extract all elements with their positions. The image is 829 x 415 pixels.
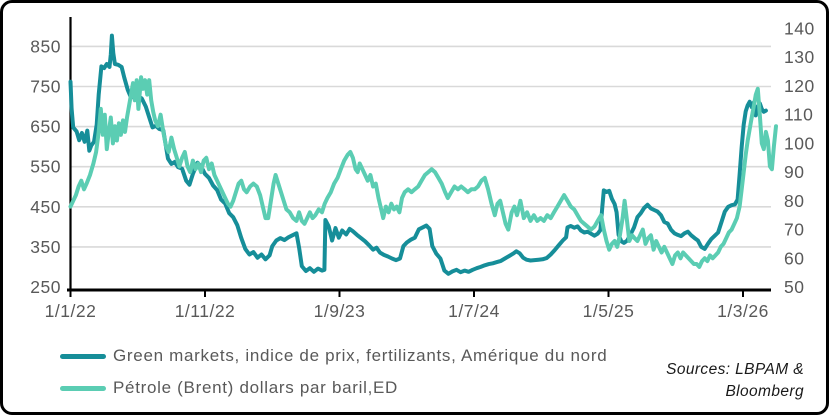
left-axis-label: 250: [30, 277, 61, 297]
right-axis-label: 70: [784, 220, 804, 240]
right-axis-label: 120: [784, 76, 815, 96]
right-axis-label: 80: [784, 191, 804, 211]
legend-item-fertilizer: Green markets, indice de prix, fertiliza…: [60, 340, 607, 372]
left-axis-label: 650: [30, 117, 61, 137]
sources-line-2: Bloomberg: [725, 383, 804, 401]
right-axis-label: 130: [784, 47, 815, 67]
chart-svg: 1/1/22 1/11/22 1/9/23 1/7/24 1/5/25 1/3/26 850…: [30, 17, 815, 321]
left-axis-label: 550: [30, 157, 61, 177]
left-axis-label: 450: [30, 197, 61, 217]
x-tick-label: 1/1/22: [45, 301, 97, 321]
right-axis-label: 50: [784, 277, 804, 297]
legend-label-fertilizer: Green markets, indice de prix, fertiliza…: [113, 346, 608, 365]
series-line-brent: [68, 75, 778, 269]
brent-line-swatch: [60, 385, 106, 391]
legend-label-brent: Pétrole (Brent) dollars par baril,ED: [113, 378, 399, 397]
right-axis-label: 110: [784, 105, 813, 125]
right-axis-label: 90: [784, 162, 804, 182]
left-axis-label: 750: [30, 77, 61, 97]
x-tick-label: 1/7/24: [448, 301, 500, 321]
right-axis-label: 140: [784, 19, 815, 39]
x-tick-label: 1/3/26: [717, 301, 769, 321]
left-axis-label: 850: [30, 36, 61, 56]
left-axis-label: 350: [30, 237, 61, 257]
x-tick-label: 1/9/23: [314, 301, 366, 321]
x-tick-label: 1/5/25: [583, 301, 635, 321]
sources-note: Sources: LBPAM & Bloomberg: [666, 359, 804, 404]
x-tick-label: 1/11/22: [175, 301, 236, 321]
right-axis-label: 100: [784, 133, 815, 153]
sources-line-1: Sources: LBPAM &: [666, 361, 804, 378]
fertilizer-line-swatch: [60, 353, 106, 359]
right-axis-label: 60: [784, 248, 804, 268]
chart-legend: Green markets, indice de prix, fertiliza…: [60, 340, 607, 404]
legend-item-brent: Pétrole (Brent) dollars par baril,ED: [60, 372, 607, 404]
